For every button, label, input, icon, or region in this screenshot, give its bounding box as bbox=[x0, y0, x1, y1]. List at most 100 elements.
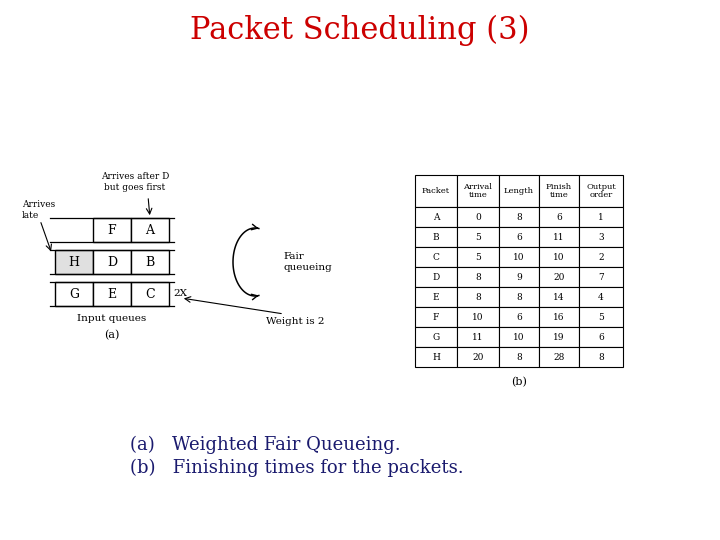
Text: 7: 7 bbox=[598, 273, 604, 281]
Bar bbox=[539, 267, 579, 287]
Text: Finish
time: Finish time bbox=[546, 183, 572, 199]
Bar bbox=[539, 347, 579, 367]
Text: 19: 19 bbox=[553, 333, 564, 341]
Bar bbox=[131, 250, 169, 274]
Text: 28: 28 bbox=[553, 353, 564, 361]
Text: 6: 6 bbox=[556, 213, 562, 221]
Bar bbox=[457, 175, 499, 207]
Text: Arrival
time: Arrival time bbox=[464, 183, 492, 199]
Text: 8: 8 bbox=[516, 293, 522, 301]
Text: 8: 8 bbox=[516, 353, 522, 361]
Text: 8: 8 bbox=[598, 353, 604, 361]
Bar bbox=[415, 175, 457, 207]
Bar bbox=[93, 282, 131, 306]
Text: 5: 5 bbox=[475, 253, 481, 261]
Bar bbox=[457, 267, 499, 287]
Text: 9: 9 bbox=[516, 273, 522, 281]
Bar bbox=[539, 207, 579, 227]
Text: 2: 2 bbox=[598, 253, 604, 261]
Bar bbox=[55, 282, 93, 306]
Bar bbox=[579, 327, 623, 347]
Bar bbox=[499, 227, 539, 247]
Bar bbox=[131, 282, 169, 306]
Text: Length: Length bbox=[504, 187, 534, 195]
Bar bbox=[579, 175, 623, 207]
Bar bbox=[499, 287, 539, 307]
Text: 10: 10 bbox=[513, 253, 525, 261]
Text: 5: 5 bbox=[598, 313, 604, 321]
Text: 11: 11 bbox=[553, 233, 564, 241]
Text: G: G bbox=[433, 333, 440, 341]
Text: (a): (a) bbox=[104, 330, 120, 340]
Bar bbox=[499, 347, 539, 367]
Text: B: B bbox=[145, 255, 155, 268]
Bar bbox=[579, 247, 623, 267]
Bar bbox=[539, 175, 579, 207]
Text: 1: 1 bbox=[598, 213, 604, 221]
Text: Arrives after D
but goes first: Arrives after D but goes first bbox=[101, 172, 169, 192]
Text: 8: 8 bbox=[516, 213, 522, 221]
Text: A: A bbox=[433, 213, 439, 221]
Text: Packet Scheduling (3): Packet Scheduling (3) bbox=[190, 15, 530, 45]
Bar bbox=[415, 327, 457, 347]
Bar bbox=[539, 287, 579, 307]
Bar bbox=[539, 327, 579, 347]
Text: 5: 5 bbox=[475, 233, 481, 241]
Text: 3: 3 bbox=[598, 233, 604, 241]
Text: F: F bbox=[108, 224, 117, 237]
Text: 10: 10 bbox=[553, 253, 564, 261]
Text: (b): (b) bbox=[511, 377, 527, 387]
Text: Packet: Packet bbox=[422, 187, 450, 195]
Text: F: F bbox=[433, 313, 439, 321]
Bar bbox=[579, 207, 623, 227]
Bar bbox=[457, 327, 499, 347]
Bar bbox=[539, 227, 579, 247]
Text: 2X: 2X bbox=[173, 289, 187, 299]
Text: G: G bbox=[69, 287, 79, 300]
Text: Input queues: Input queues bbox=[77, 314, 147, 323]
Bar bbox=[579, 267, 623, 287]
Bar bbox=[457, 307, 499, 327]
Bar bbox=[579, 287, 623, 307]
Text: 16: 16 bbox=[553, 313, 564, 321]
Text: 11: 11 bbox=[472, 333, 484, 341]
Bar bbox=[579, 227, 623, 247]
Bar bbox=[415, 307, 457, 327]
Bar bbox=[415, 227, 457, 247]
Bar bbox=[415, 267, 457, 287]
Text: H: H bbox=[432, 353, 440, 361]
Bar bbox=[499, 247, 539, 267]
Text: D: D bbox=[433, 273, 440, 281]
Bar bbox=[131, 218, 169, 242]
Bar bbox=[579, 307, 623, 327]
Text: D: D bbox=[107, 255, 117, 268]
Text: 6: 6 bbox=[516, 233, 522, 241]
Text: Arrives
late: Arrives late bbox=[22, 200, 55, 220]
Text: Output
order: Output order bbox=[586, 183, 616, 199]
Text: Fair
queueing: Fair queueing bbox=[283, 252, 332, 272]
Text: (b)   Finishing times for the packets.: (b) Finishing times for the packets. bbox=[130, 459, 464, 477]
Bar bbox=[415, 347, 457, 367]
Text: 20: 20 bbox=[553, 273, 564, 281]
Bar bbox=[415, 247, 457, 267]
Text: 10: 10 bbox=[472, 313, 484, 321]
Text: 6: 6 bbox=[598, 333, 604, 341]
Bar bbox=[499, 327, 539, 347]
Text: 4: 4 bbox=[598, 293, 604, 301]
Bar bbox=[415, 287, 457, 307]
Text: 6: 6 bbox=[516, 313, 522, 321]
Text: 8: 8 bbox=[475, 293, 481, 301]
Bar bbox=[415, 207, 457, 227]
Text: B: B bbox=[433, 233, 439, 241]
Text: 0: 0 bbox=[475, 213, 481, 221]
Text: C: C bbox=[145, 287, 155, 300]
Text: H: H bbox=[68, 255, 79, 268]
Text: C: C bbox=[433, 253, 439, 261]
Bar bbox=[499, 207, 539, 227]
Text: E: E bbox=[433, 293, 439, 301]
Text: 10: 10 bbox=[513, 333, 525, 341]
Bar bbox=[457, 347, 499, 367]
Bar bbox=[499, 307, 539, 327]
Bar bbox=[579, 347, 623, 367]
Text: 20: 20 bbox=[472, 353, 484, 361]
